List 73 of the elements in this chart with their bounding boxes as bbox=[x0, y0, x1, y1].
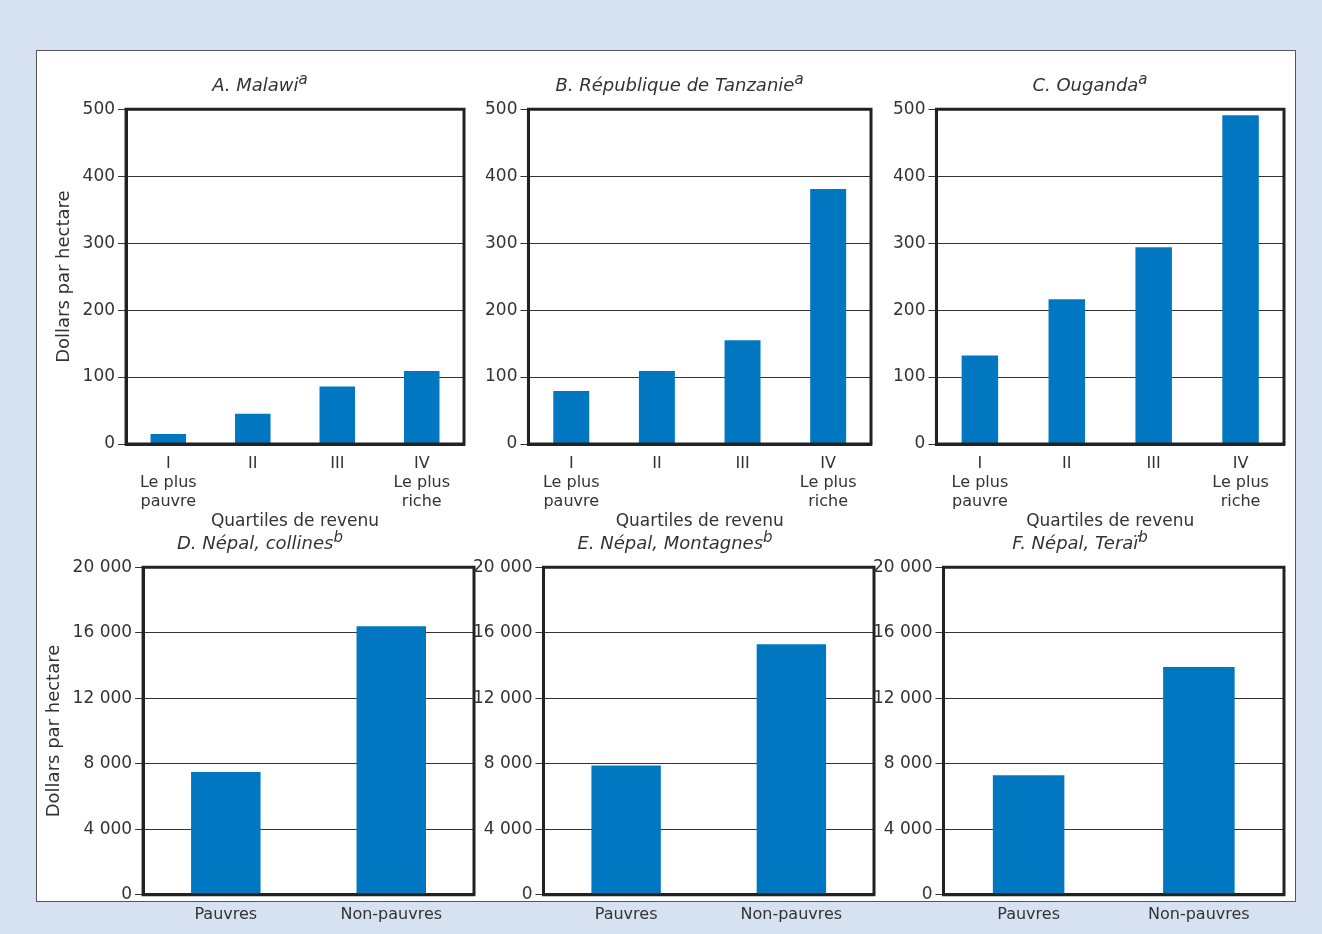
x-tick-label: I Le plus pauvre bbox=[542, 452, 600, 511]
y-tick-label: 100 bbox=[892, 365, 926, 386]
y-tick-label: 12 000 bbox=[473, 686, 533, 707]
x-tick-label: III bbox=[1146, 452, 1161, 472]
x-tick-label: Pauvres bbox=[594, 903, 658, 923]
x-tick-label: IV Le plus riche bbox=[1212, 452, 1269, 511]
y-tick-label: 100 bbox=[82, 365, 116, 386]
y-tick-label: 300 bbox=[82, 231, 116, 252]
y-tick-label: 0 bbox=[506, 432, 518, 453]
chart-title: E. Népal, Montagnes$^{b}$ bbox=[577, 528, 773, 553]
bar bbox=[810, 188, 847, 444]
y-tick-label: 100 bbox=[484, 365, 518, 386]
y-axis-title: Dollars par hectare bbox=[42, 644, 64, 818]
x-tick-label: I Le plus pauvre bbox=[951, 452, 1009, 511]
y-tick-label: 200 bbox=[892, 298, 926, 319]
y-tick-label: 4 000 bbox=[83, 817, 133, 838]
x-axis-title: Quartiles de revenu bbox=[210, 510, 380, 531]
y-tick-label: 20 000 bbox=[473, 555, 533, 576]
bar bbox=[553, 391, 590, 444]
y-tick-label: 400 bbox=[484, 164, 518, 185]
y-tick-label: 0 bbox=[121, 883, 133, 904]
x-tick-label: II bbox=[652, 452, 662, 472]
chart-title: C. Ouganda$^{a}$ bbox=[1031, 69, 1149, 96]
y-tick-label: 8 000 bbox=[483, 752, 533, 773]
y-tick-label: 300 bbox=[484, 231, 518, 252]
y-tick-label: 16 000 bbox=[473, 621, 533, 642]
y-tick-label: 12 000 bbox=[873, 686, 933, 707]
y-tick-label: 16 000 bbox=[873, 621, 933, 642]
y-tick-label: 200 bbox=[82, 298, 116, 319]
x-axis-title: Quartiles de revenu bbox=[1026, 510, 1195, 531]
chart-title: D. Népal, collines$^{b}$ bbox=[176, 528, 344, 553]
y-tick-label: 20 000 bbox=[873, 555, 933, 576]
bar bbox=[1048, 299, 1086, 444]
chart-title: A. Malawi$^{a}$ bbox=[210, 69, 309, 96]
x-tick-label: Pauvres bbox=[997, 903, 1060, 923]
y-tick-label: 8 000 bbox=[883, 752, 933, 773]
y-tick-label: 0 bbox=[521, 883, 533, 904]
x-tick-label: II bbox=[248, 452, 258, 472]
bar bbox=[724, 340, 761, 444]
y-tick-label: 8 000 bbox=[83, 752, 133, 773]
y-tick-label: 12 000 bbox=[72, 686, 133, 707]
y-tick-label: 400 bbox=[892, 164, 926, 185]
y-tick-label: 500 bbox=[484, 97, 518, 118]
y-tick-label: 400 bbox=[82, 164, 116, 185]
y-tick-label: 20 000 bbox=[72, 555, 133, 576]
bar bbox=[1222, 115, 1259, 444]
x-tick-label: III bbox=[735, 452, 750, 472]
y-tick-label: 0 bbox=[914, 432, 926, 453]
y-tick-label: 4 000 bbox=[483, 817, 533, 838]
y-tick-label: 4 000 bbox=[883, 817, 933, 838]
y-tick-label: 0 bbox=[921, 883, 933, 904]
x-tick-label: Non-pauvres bbox=[740, 903, 843, 923]
chart-title: F. Népal, Teraï$^{b}$ bbox=[1012, 528, 1148, 553]
y-axis-title: Dollars par hectare bbox=[52, 190, 74, 363]
y-tick-label: 200 bbox=[484, 298, 518, 319]
bar bbox=[961, 355, 999, 444]
bar bbox=[638, 371, 675, 444]
y-tick-label: 300 bbox=[892, 231, 926, 252]
x-tick-label: IV Le plus riche bbox=[393, 452, 451, 511]
x-tick-label: Pauvres bbox=[194, 903, 258, 923]
x-tick-label: IV Le plus riche bbox=[799, 452, 857, 511]
y-tick-label: 0 bbox=[104, 432, 116, 453]
bar bbox=[1135, 247, 1172, 444]
x-tick-label: II bbox=[1062, 452, 1072, 472]
y-tick-label: 500 bbox=[82, 97, 116, 118]
x-tick-label: Non-pauvres bbox=[1148, 903, 1250, 923]
x-tick-label: I Le plus pauvre bbox=[139, 452, 197, 511]
x-tick-label: Non-pauvres bbox=[340, 903, 443, 923]
y-tick-label: 500 bbox=[892, 97, 926, 118]
chart-title: B. République de Tanzanie$^{a}$ bbox=[554, 69, 805, 96]
x-tick-label: III bbox=[330, 452, 345, 472]
y-tick-label: 16 000 bbox=[72, 621, 133, 642]
x-axis-title: Quartiles de revenu bbox=[615, 510, 784, 531]
